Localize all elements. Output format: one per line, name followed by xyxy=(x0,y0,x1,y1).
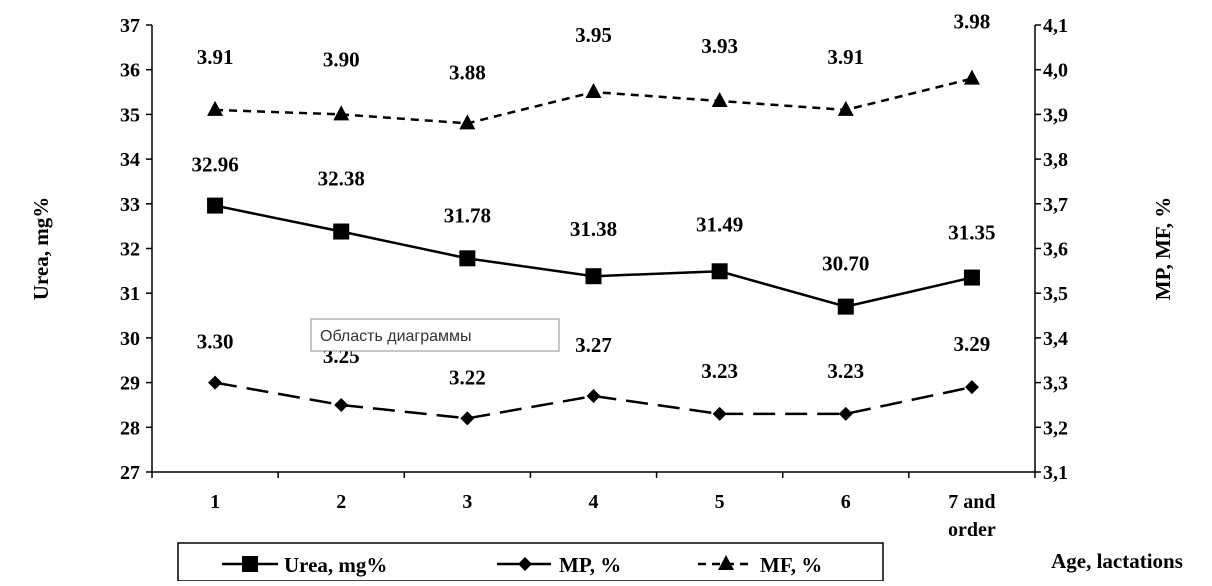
y2-tick-label: 3,1 xyxy=(1043,462,1068,484)
legend-marker-urea xyxy=(242,556,258,572)
y-tick-label: 32 xyxy=(120,239,140,261)
data-point-mf xyxy=(585,83,602,99)
data-label-urea: 31.35 xyxy=(948,221,995,245)
x-tick-label: 5 xyxy=(715,491,725,513)
y2-tick-label: 4,0 xyxy=(1043,60,1068,82)
y2-tick-label: 3,3 xyxy=(1043,373,1068,395)
y2-tick-label: 3,5 xyxy=(1043,283,1068,305)
x-tick-label: 3 xyxy=(462,491,472,513)
data-label-mp: 3.29 xyxy=(954,332,991,356)
y-tick-label: 34 xyxy=(120,149,140,171)
y-axis-title: Urea, mg% xyxy=(29,197,53,300)
data-point-mp xyxy=(586,389,601,404)
y-tick-label: 29 xyxy=(120,373,140,395)
x-axis-title: Age, lactations xyxy=(1051,549,1183,573)
data-point-urea xyxy=(459,250,476,267)
legend-marker-mp xyxy=(518,557,532,571)
data-point-mf xyxy=(711,91,728,107)
data-point-mf xyxy=(333,105,350,121)
data-label-urea: 32.96 xyxy=(191,153,238,177)
data-label-urea: 30.70 xyxy=(822,252,869,276)
data-point-mf xyxy=(963,69,980,85)
x-tick-label: 2 xyxy=(336,491,346,513)
y2-tick-label: 3,4 xyxy=(1043,328,1068,350)
data-label-mf: 3.88 xyxy=(449,60,486,84)
data-point-mp xyxy=(964,380,979,395)
data-label-urea: 31.38 xyxy=(570,217,617,241)
data-point-urea xyxy=(333,223,350,240)
data-point-mp xyxy=(334,397,349,412)
x-tick-label: 1 xyxy=(210,491,220,513)
data-label-mp: 3.23 xyxy=(827,359,864,383)
data-point-mp xyxy=(838,406,853,421)
y-tick-label: 37 xyxy=(120,15,140,37)
data-label-mp: 3.27 xyxy=(575,333,612,357)
data-point-urea xyxy=(837,298,854,315)
y2-tick-label: 3,6 xyxy=(1043,239,1068,261)
data-label-mf: 3.91 xyxy=(197,45,234,69)
data-point-urea xyxy=(207,197,224,214)
data-label-urea: 31.78 xyxy=(444,203,491,227)
y2-tick-label: 3,9 xyxy=(1043,104,1068,126)
y2-tick-label: 3,7 xyxy=(1043,194,1068,216)
legend-marker-mf xyxy=(718,555,734,570)
data-label-mf: 3.98 xyxy=(954,10,991,34)
data-label-mp: 3.22 xyxy=(449,365,486,389)
data-label-urea: 31.49 xyxy=(696,212,743,236)
data-point-mp xyxy=(460,411,475,426)
data-label-urea: 32.38 xyxy=(318,167,365,191)
y-tick-label: 35 xyxy=(120,104,140,126)
data-point-urea xyxy=(585,268,602,285)
y-tick-label: 30 xyxy=(120,328,140,350)
data-point-mf xyxy=(459,114,476,130)
y-tick-label: 36 xyxy=(120,60,140,82)
legend-label-urea: Urea, mg% xyxy=(284,553,387,577)
data-point-mp xyxy=(208,375,223,390)
y2-tick-label: 3,8 xyxy=(1043,149,1068,171)
legend-label-mf: MF, % xyxy=(760,553,822,577)
x-tick-label: 7 and order xyxy=(948,491,996,541)
y-tick-label: 31 xyxy=(120,283,140,305)
x-tick-label: 6 xyxy=(841,491,851,513)
legend-label-mp: MP, % xyxy=(559,553,621,577)
data-label-mp: 3.30 xyxy=(197,330,234,354)
data-point-mp xyxy=(712,406,727,421)
y-tick-label: 33 xyxy=(120,194,140,216)
y2-tick-label: 3,2 xyxy=(1043,417,1068,439)
data-point-mf xyxy=(837,100,854,116)
data-point-mf xyxy=(207,100,224,116)
data-label-mf: 3.95 xyxy=(575,23,612,47)
y2-tick-label: 4,1 xyxy=(1043,15,1068,37)
data-label-mf: 3.91 xyxy=(827,45,864,69)
data-label-mp: 3.23 xyxy=(701,359,738,383)
y-tick-label: 28 xyxy=(120,417,140,439)
data-label-mf: 3.93 xyxy=(701,34,738,58)
data-point-urea xyxy=(711,263,728,280)
x-tick-label: 4 xyxy=(589,491,599,513)
data-point-urea xyxy=(963,269,980,286)
y-tick-label: 27 xyxy=(120,462,140,484)
legend-box xyxy=(177,542,884,582)
tooltip-box xyxy=(310,318,560,352)
y2-axis-title: MP, MF, % xyxy=(1151,197,1175,300)
tooltip-label: Область диаграммы xyxy=(320,328,472,345)
data-label-mf: 3.90 xyxy=(323,47,360,71)
